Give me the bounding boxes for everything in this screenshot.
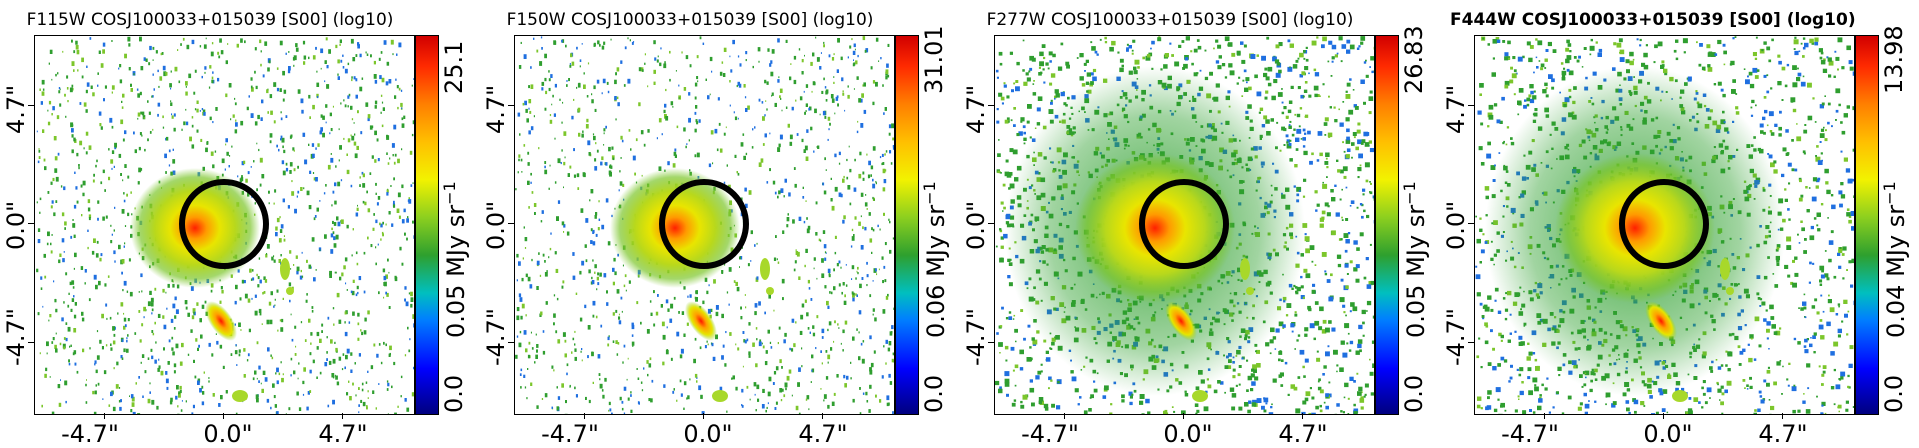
galaxy-image-svg xyxy=(1475,36,1854,414)
colorbar-unit-exponent: −1 xyxy=(440,181,459,205)
colorbar-unit: MJy sr xyxy=(922,205,950,277)
companion-source xyxy=(1726,287,1734,295)
colorbar-unit: MJy sr xyxy=(1402,205,1430,277)
galaxy-image xyxy=(994,35,1375,415)
colorbar xyxy=(895,35,919,415)
x-tick-mark xyxy=(1663,413,1664,419)
companion-source xyxy=(1246,287,1254,295)
colorbar-min-label: 0.0 xyxy=(920,375,948,413)
image-panel-4: F444W COSJ100033+015039 [S00] (log10) -4… xyxy=(1440,0,1919,447)
x-tick-mark xyxy=(223,413,224,419)
colorbar-unit-exponent: −1 xyxy=(920,181,939,205)
galaxy-image xyxy=(34,35,415,415)
companion-source xyxy=(766,287,774,295)
companion-source xyxy=(286,287,294,295)
companion-source xyxy=(1240,258,1250,280)
companion-source xyxy=(712,390,728,402)
x-tick-label: 0.0" xyxy=(203,420,252,448)
colorbar-max-label: 25.1 xyxy=(440,41,468,94)
x-tick-label: 4.7" xyxy=(1758,420,1807,448)
x-tick-label: -4.7" xyxy=(1021,420,1079,448)
x-tick-label: 0.0" xyxy=(1163,420,1212,448)
x-tick-mark xyxy=(1782,413,1783,419)
colorbar-unit-exponent: −1 xyxy=(1400,181,1419,205)
colorbar-max-label: 13.98 xyxy=(1880,25,1908,94)
x-tick-label: 0.0" xyxy=(1643,420,1692,448)
y-tick-label: -4.7" xyxy=(962,308,990,366)
x-tick-mark xyxy=(1544,413,1545,419)
y-tick-label: -4.7" xyxy=(1442,308,1470,366)
x-tick-mark xyxy=(342,413,343,419)
colorbar-unit: MJy sr xyxy=(1882,205,1910,277)
galaxy-image-svg xyxy=(35,36,414,414)
colorbar-min-label: 0.0 xyxy=(1880,375,1908,413)
y-tick-label: -4.7" xyxy=(482,308,510,366)
y-tick-label: 4.7" xyxy=(1442,85,1470,134)
y-tick-label: 0.0" xyxy=(482,201,510,250)
panel-title: F444W COSJ100033+015039 [S00] (log10) xyxy=(1450,10,1850,30)
x-tick-label: 4.7" xyxy=(1278,420,1327,448)
y-tick-label: 4.7" xyxy=(962,85,990,134)
panel-title: F277W COSJ100033+015039 [S00] (log10) xyxy=(970,10,1370,30)
x-tick-label: -4.7" xyxy=(1501,420,1559,448)
colorbar-unit-label: 0.05 MJy sr−1 xyxy=(440,181,470,338)
y-tick-label: 0.0" xyxy=(962,201,990,250)
main-galaxy xyxy=(1555,153,1715,303)
colorbar-unit: MJy sr xyxy=(442,205,470,277)
y-tick-label: 4.7" xyxy=(482,85,510,134)
y-tick-label: 0.0" xyxy=(1442,201,1470,250)
panel-title: F115W COSJ100033+015039 [S00] (log10) xyxy=(10,10,410,30)
x-tick-mark xyxy=(703,413,704,419)
colorbar-unit-label: 0.06 MJy sr−1 xyxy=(920,181,950,338)
x-tick-label: 4.7" xyxy=(798,420,847,448)
x-tick-label: -4.7" xyxy=(61,420,119,448)
x-tick-label: 4.7" xyxy=(318,420,367,448)
galaxy-image xyxy=(1474,35,1855,415)
colorbar-unit-label: 0.05 MJy sr−1 xyxy=(1400,181,1430,338)
galaxy-image xyxy=(514,35,895,415)
y-tick-label: -4.7" xyxy=(2,308,30,366)
colorbar-min-label: 0.0 xyxy=(1400,375,1428,413)
y-tick-label: 0.0" xyxy=(2,201,30,250)
colorbar-max-label: 26.83 xyxy=(1400,25,1428,94)
companion-source xyxy=(760,258,770,280)
x-tick-label: 0.0" xyxy=(683,420,732,448)
panel-title: F150W COSJ100033+015039 [S00] (log10) xyxy=(490,10,890,30)
companion-source xyxy=(232,390,248,402)
galaxy-image-svg xyxy=(995,36,1374,414)
x-tick-mark xyxy=(1302,413,1303,419)
image-panel-2: F150W COSJ100033+015039 [S00] (log10) -4… xyxy=(480,0,960,447)
x-tick-mark xyxy=(822,413,823,419)
companion-source xyxy=(1672,390,1688,402)
y-tick-label: 4.7" xyxy=(2,85,30,134)
x-tick-mark xyxy=(104,413,105,419)
colorbar-mid-value: 0.05 xyxy=(1402,285,1430,338)
x-tick-mark xyxy=(584,413,585,419)
colorbar-min-label: 0.0 xyxy=(440,375,468,413)
companion-source xyxy=(1192,390,1208,402)
colorbar xyxy=(1375,35,1399,415)
colorbar-mid-value: 0.06 xyxy=(922,285,950,338)
companion-source xyxy=(1720,258,1730,280)
main-galaxy xyxy=(1075,153,1235,303)
colorbar-mid-value: 0.05 xyxy=(442,285,470,338)
colorbar-unit-label: 0.04 MJy sr−1 xyxy=(1880,181,1910,338)
galaxy-image-svg xyxy=(515,36,894,414)
x-tick-mark xyxy=(1183,413,1184,419)
colorbar-unit-exponent: −1 xyxy=(1880,181,1899,205)
colorbar xyxy=(1855,35,1879,415)
x-tick-label: -4.7" xyxy=(541,420,599,448)
image-panel-1: F115W COSJ100033+015039 [S00] (log10) -4… xyxy=(0,0,480,447)
colorbar xyxy=(415,35,439,415)
companion-source xyxy=(280,258,290,280)
image-panel-3: F277W COSJ100033+015039 [S00] (log10) -4… xyxy=(960,0,1440,447)
colorbar-max-label: 31.01 xyxy=(920,25,948,94)
colorbar-mid-value: 0.04 xyxy=(1882,285,1910,338)
x-tick-mark xyxy=(1064,413,1065,419)
